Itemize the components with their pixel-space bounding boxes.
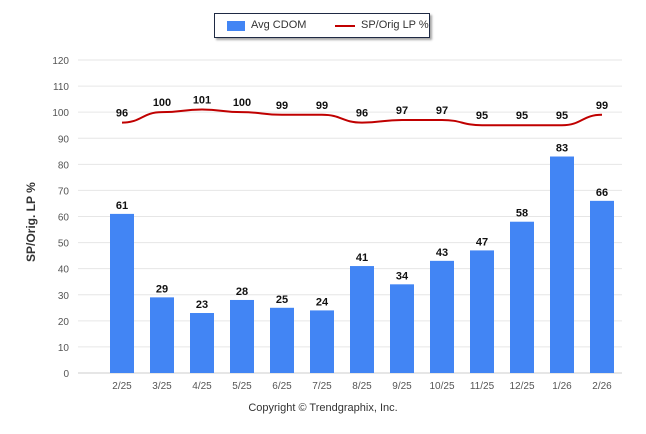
line-data-label: 96 bbox=[116, 108, 128, 120]
bar-data-label: 43 bbox=[436, 247, 448, 259]
bar-data-label: 83 bbox=[556, 143, 568, 155]
bar bbox=[230, 299, 254, 373]
line-data-label: 97 bbox=[396, 105, 408, 117]
x-axis-ticks: 2/25 3/25 4/25 5/25 6/25 7/25 8/25 9/25 10/25 11/… bbox=[112, 381, 612, 392]
bar-data-label: 29 bbox=[156, 283, 168, 295]
line-data-label: 101 bbox=[193, 95, 211, 107]
y-tick-label: 70 bbox=[58, 186, 70, 197]
x-tick-label: 2/26 bbox=[592, 381, 612, 392]
line-path bbox=[121, 108, 603, 127]
line-data-label: 95 bbox=[556, 110, 568, 122]
line-data-label: 99 bbox=[596, 100, 608, 112]
bar bbox=[310, 310, 334, 373]
y-tick-label: 30 bbox=[58, 291, 70, 302]
bar bbox=[110, 213, 134, 373]
line-data-label: 99 bbox=[276, 100, 288, 112]
y-tick-label: 80 bbox=[58, 160, 70, 171]
line-series: 96 100 101 100 99 99 96 97 97 95 95 95 99 bbox=[116, 95, 608, 127]
bar-series: 61 29 23 28 25 24 41 34 43 47 58 83 66 bbox=[110, 143, 614, 373]
y-tick-label: 0 bbox=[63, 369, 69, 380]
x-tick-label: 1/26 bbox=[552, 381, 572, 392]
line-data-label: 100 bbox=[153, 97, 171, 109]
legend-line-swatch bbox=[335, 25, 355, 27]
x-tick-label: 7/25 bbox=[312, 381, 332, 392]
bar-data-label: 66 bbox=[596, 187, 608, 199]
y-axis-title: SP/Orig. LP % bbox=[24, 182, 38, 262]
y-tick-label: 120 bbox=[52, 56, 69, 67]
y-tick-label: 110 bbox=[53, 82, 69, 93]
x-tick-label: 10/25 bbox=[429, 381, 454, 392]
y-tick-label: 60 bbox=[58, 213, 70, 224]
bar bbox=[510, 221, 534, 373]
bar-data-label: 61 bbox=[116, 200, 128, 212]
legend-bar-label[interactable]: Avg CDOM bbox=[251, 19, 307, 31]
bar bbox=[430, 260, 454, 373]
y-tick-label: 90 bbox=[58, 134, 70, 145]
bar-data-label: 41 bbox=[356, 252, 368, 264]
bar-data-label: 25 bbox=[276, 294, 288, 306]
x-tick-label: 12/25 bbox=[509, 381, 534, 392]
y-axis-ticks: 0 10 20 30 40 50 60 70 80 90 100 110 120 bbox=[52, 56, 69, 380]
legend-bar-swatch bbox=[227, 21, 245, 31]
y-tick-label: 50 bbox=[58, 239, 70, 250]
bar bbox=[150, 297, 174, 373]
x-tick-label: 5/25 bbox=[232, 381, 252, 392]
line-data-label: 95 bbox=[516, 110, 528, 122]
bar-data-label: 47 bbox=[476, 236, 488, 248]
bar bbox=[550, 156, 574, 373]
line-data-label: 99 bbox=[316, 100, 328, 112]
bar-data-label: 58 bbox=[516, 208, 528, 220]
bar bbox=[390, 284, 414, 373]
x-tick-label: 11/25 bbox=[470, 381, 495, 392]
line-data-label: 95 bbox=[476, 110, 488, 122]
x-tick-label: 8/25 bbox=[352, 381, 372, 392]
copyright-credit: Copyright © Trendgraphix, Inc. bbox=[248, 402, 398, 414]
y-tick-label: 10 bbox=[58, 343, 70, 354]
x-tick-label: 3/25 bbox=[152, 381, 172, 392]
line-data-label: 97 bbox=[436, 105, 448, 117]
x-tick-label: 2/25 bbox=[112, 381, 132, 392]
legend-line-label[interactable]: SP/Orig LP % bbox=[361, 19, 429, 31]
y-tick-label: 20 bbox=[58, 317, 70, 328]
bar bbox=[190, 313, 214, 373]
line-data-label: 100 bbox=[233, 97, 251, 109]
bar-data-label: 28 bbox=[236, 286, 248, 298]
x-tick-label: 6/25 bbox=[272, 381, 292, 392]
legend[interactable]: Avg CDOM SP/Orig LP % bbox=[214, 13, 430, 38]
bar bbox=[270, 307, 294, 373]
bar-data-label: 34 bbox=[396, 270, 409, 282]
x-tick-label: 9/25 bbox=[392, 381, 412, 392]
bar-data-label: 23 bbox=[196, 299, 208, 311]
bar-data-label: 24 bbox=[316, 296, 329, 308]
y-tick-label: 100 bbox=[52, 108, 69, 119]
bar bbox=[470, 250, 494, 373]
bar bbox=[350, 266, 374, 373]
bar bbox=[590, 200, 614, 373]
x-tick-label: 4/25 bbox=[192, 381, 212, 392]
line-data-label: 96 bbox=[356, 108, 368, 120]
y-tick-label: 40 bbox=[58, 265, 70, 276]
